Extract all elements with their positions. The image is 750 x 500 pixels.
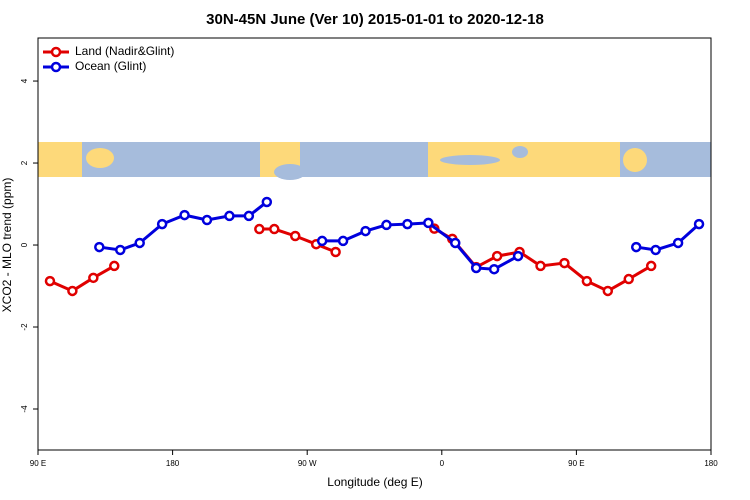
y-tick-label: -4 (20, 405, 29, 413)
point (470, 262, 482, 274)
point (630, 241, 642, 253)
point (623, 273, 634, 285)
point (316, 235, 328, 247)
point (201, 214, 213, 226)
x-tick-label: 0 (440, 459, 445, 468)
point (581, 275, 593, 287)
point (269, 223, 280, 235)
point (402, 218, 413, 230)
point (650, 244, 661, 256)
x-tick-label: 180 (166, 459, 180, 468)
x-tick-label: 90 E (30, 459, 46, 468)
point (289, 230, 301, 242)
x-tick-label: 90 W (298, 459, 317, 468)
point (360, 225, 371, 237)
point (450, 237, 461, 249)
y-tick-label: -2 (20, 323, 29, 331)
legend-marker (50, 46, 62, 58)
point (94, 241, 105, 253)
point (423, 217, 434, 229)
legend-label: Ocean (Glint) (75, 59, 146, 73)
point (115, 244, 126, 256)
x-axis-label: Longitude (deg E) (327, 475, 422, 489)
point (67, 285, 78, 297)
point (243, 210, 255, 222)
point (88, 272, 99, 284)
point (535, 260, 546, 272)
point (693, 218, 705, 230)
y-tick-label: 4 (20, 78, 29, 83)
point (491, 250, 503, 262)
legend-label: Land (Nadir&Glint) (75, 44, 174, 58)
chart-title: 30N-45N June (Ver 10) 2015-01-01 to 2020… (206, 11, 544, 28)
point (559, 257, 570, 269)
y-tick-label: 2 (20, 160, 29, 165)
point (330, 246, 341, 258)
point (109, 260, 120, 272)
point (602, 285, 614, 297)
point (224, 210, 235, 222)
point (44, 275, 56, 287)
point (254, 223, 265, 235)
y-tick-label: 0 (20, 242, 29, 247)
point (645, 260, 657, 272)
point (672, 237, 684, 249)
y-axis-label: XCO2 - MLO trend (ppm) (0, 178, 14, 313)
point (512, 250, 524, 262)
map-strip (38, 142, 711, 180)
legend-marker (50, 61, 62, 73)
point (488, 263, 500, 275)
x-tick-label: 90 E (568, 459, 584, 468)
point (179, 209, 190, 221)
x-tick-label: 180 (704, 459, 718, 468)
point (261, 196, 273, 208)
point (381, 219, 392, 231)
point (134, 237, 145, 249)
point (337, 235, 349, 247)
plot-frame (37, 37, 712, 451)
series-line (99, 200, 701, 271)
point (156, 218, 168, 230)
